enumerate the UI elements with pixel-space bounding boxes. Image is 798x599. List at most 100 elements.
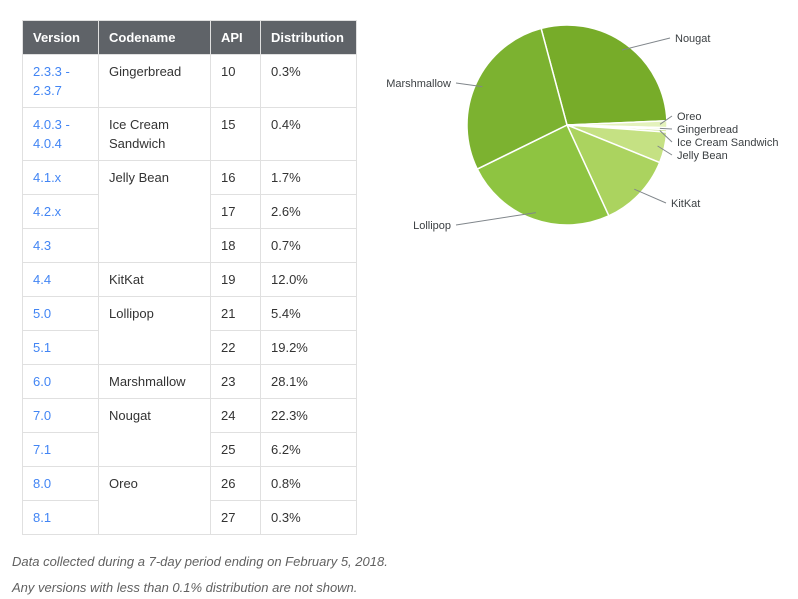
table-row-4-1-x: 4.1.x Jelly Bean 16 1.7%: [22, 160, 357, 263]
pie-label-ice-cream-sandwich: Ice Cream Sandwich: [677, 137, 779, 149]
table-row-2-3-3-2-3-7: 2.3.3 - 2.3.7 Gingerbread 10 0.3%: [22, 54, 357, 108]
pie-label-lollipop: Lollipop: [413, 220, 451, 232]
distribution-cell: 2.6%: [260, 194, 357, 229]
column-header-codename: Codename: [98, 20, 211, 55]
table-row-6-0: 6.0 Marshmallow 23 28.1%: [22, 364, 357, 399]
version-link-5-1[interactable]: 5.1: [33, 340, 52, 355]
distribution-cell: 0.7%: [260, 228, 357, 263]
api-cell: 26: [210, 466, 261, 501]
pie-leader-marshmallow: [455, 82, 483, 88]
api-cell: 24: [210, 398, 261, 433]
api-cell: 15: [210, 107, 261, 161]
column-header-version: Version: [22, 20, 99, 55]
pie-leader-jelly-bean: [657, 145, 673, 156]
distribution-cell: 12.0%: [260, 262, 357, 297]
table-row-5-0: 5.0 Lollipop 21 5.4%: [22, 296, 357, 365]
version-link-5-0[interactable]: 5.0: [33, 306, 52, 321]
codename-cell-ice-cream-sandwich: Ice Cream Sandwich: [98, 107, 211, 161]
version-link-4-0-3-4-0-4[interactable]: 4.0.3 - 4.0.4: [33, 117, 70, 151]
version-cell: 4.0.3 - 4.0.4: [22, 107, 99, 161]
distribution-cell: 19.2%: [260, 330, 357, 365]
table-row-4-4: 4.4 KitKat 19 12.0%: [22, 262, 357, 297]
api-cell: 22: [210, 330, 261, 365]
codename-cell-jelly-bean: Jelly Bean: [98, 160, 211, 263]
version-link-2-3-3-2-3-7[interactable]: 2.3.3 - 2.3.7: [33, 64, 70, 98]
version-link-4-4[interactable]: 4.4: [33, 272, 52, 287]
version-cell: 4.2.x: [22, 194, 99, 229]
pie-label-nougat: Nougat: [675, 33, 710, 45]
version-link-7-0[interactable]: 7.0: [33, 408, 52, 423]
codename-cell-nougat: Nougat: [98, 398, 211, 467]
header-row: Version Codename API Distribution: [22, 20, 357, 55]
pie-leader-gingerbread: [659, 127, 673, 130]
pie-label-marshmallow: Marshmallow: [386, 78, 451, 90]
footnote-line1: Data collected during a 7-day period end…: [12, 554, 388, 569]
column-header-distribution: Distribution: [260, 20, 357, 55]
distribution-cell: 6.2%: [260, 432, 357, 467]
pie-slice-marshmallow: [466, 27, 568, 171]
column-header-api: API: [210, 20, 261, 55]
table-row-4-3: 4.3 18 0.7%: [22, 228, 357, 263]
version-link-4-2-x[interactable]: 4.2.x: [33, 204, 62, 219]
api-cell: 17: [210, 194, 261, 229]
version-cell: 4.4: [22, 262, 99, 297]
table-row-8-1: 8.1 27 0.3%: [22, 500, 357, 535]
pie-label-jelly-bean: Jelly Bean: [677, 150, 728, 162]
version-cell: 2.3.3 - 2.3.7: [22, 54, 99, 108]
pie-leader-oreo: [659, 115, 673, 125]
pie-leader-lollipop: [455, 212, 536, 226]
pie-label-oreo: Oreo: [677, 111, 701, 123]
version-distribution-table: Version Codename API Distribution 2.3.3 - 2…: [22, 20, 357, 535]
distribution-cell: 5.4%: [260, 296, 357, 331]
version-cell: 5.1: [22, 330, 99, 365]
pie-label-kitkat: KitKat: [671, 198, 700, 210]
distribution-cell: 1.7%: [260, 160, 357, 195]
version-link-8-1[interactable]: 8.1: [33, 510, 52, 525]
version-cell: 5.0: [22, 296, 99, 331]
codename-cell-marshmallow: Marshmallow: [98, 364, 211, 399]
pie-leader-ice-cream-sandwich: [659, 130, 673, 143]
pie-slice-nougat: [540, 24, 668, 126]
table-row-7-0: 7.0 Nougat 24 22.3%: [22, 398, 357, 467]
codename-cell-oreo: Oreo: [98, 466, 211, 535]
distribution-cell: 0.8%: [260, 466, 357, 501]
version-link-4-3[interactable]: 4.3: [33, 238, 52, 253]
dashboard-content: Version Codename API Distribution 2.3.3 - 2…: [22, 20, 779, 535]
table-row-7-1: 7.1 25 6.2%: [22, 432, 357, 467]
api-cell: 27: [210, 500, 261, 535]
table-row-4-2-x: 4.2.x 17 2.6%: [22, 194, 357, 229]
pie-leader-kitkat: [634, 188, 667, 204]
version-cell: 7.1: [22, 432, 99, 467]
table-row-5-1: 5.1 22 19.2%: [22, 330, 357, 365]
distribution-cell: 0.4%: [260, 107, 357, 161]
api-cell: 19: [210, 262, 261, 297]
version-cell: 4.1.x: [22, 160, 99, 195]
distribution-cell: 28.1%: [260, 364, 357, 399]
distribution-cell: 0.3%: [260, 54, 357, 108]
distribution-cell: 22.3%: [260, 398, 357, 433]
api-cell: 18: [210, 228, 261, 263]
pie-label-gingerbread: Gingerbread: [677, 124, 738, 136]
pie-slice-lollipop: [476, 123, 610, 226]
version-cell: 6.0: [22, 364, 99, 399]
codename-cell-gingerbread: Gingerbread: [98, 54, 211, 108]
version-cell: 8.1: [22, 500, 99, 535]
codename-cell-kitkat: KitKat: [98, 262, 211, 297]
api-cell: 25: [210, 432, 261, 467]
api-cell: 16: [210, 160, 261, 195]
version-cell: 4.3: [22, 228, 99, 263]
version-link-7-1[interactable]: 7.1: [33, 442, 52, 457]
api-cell: 21: [210, 296, 261, 331]
version-cell: 7.0: [22, 398, 99, 433]
pie-leader-nougat: [621, 37, 671, 51]
footnote: Data collected during a 7-day period end…: [0, 535, 798, 599]
version-link-4-1-x[interactable]: 4.1.x: [33, 170, 62, 185]
pie-slice-kitkat: [565, 123, 661, 217]
table-body: 2.3.3 - 2.3.7 Gingerbread 10 0.3% 4.0.3 - 4.…: [22, 54, 357, 535]
version-link-6-0[interactable]: 6.0: [33, 374, 52, 389]
api-cell: 23: [210, 364, 261, 399]
footnote-line2: Any versions with less than 0.1% distrib…: [12, 580, 358, 595]
version-link-8-0[interactable]: 8.0: [33, 476, 52, 491]
